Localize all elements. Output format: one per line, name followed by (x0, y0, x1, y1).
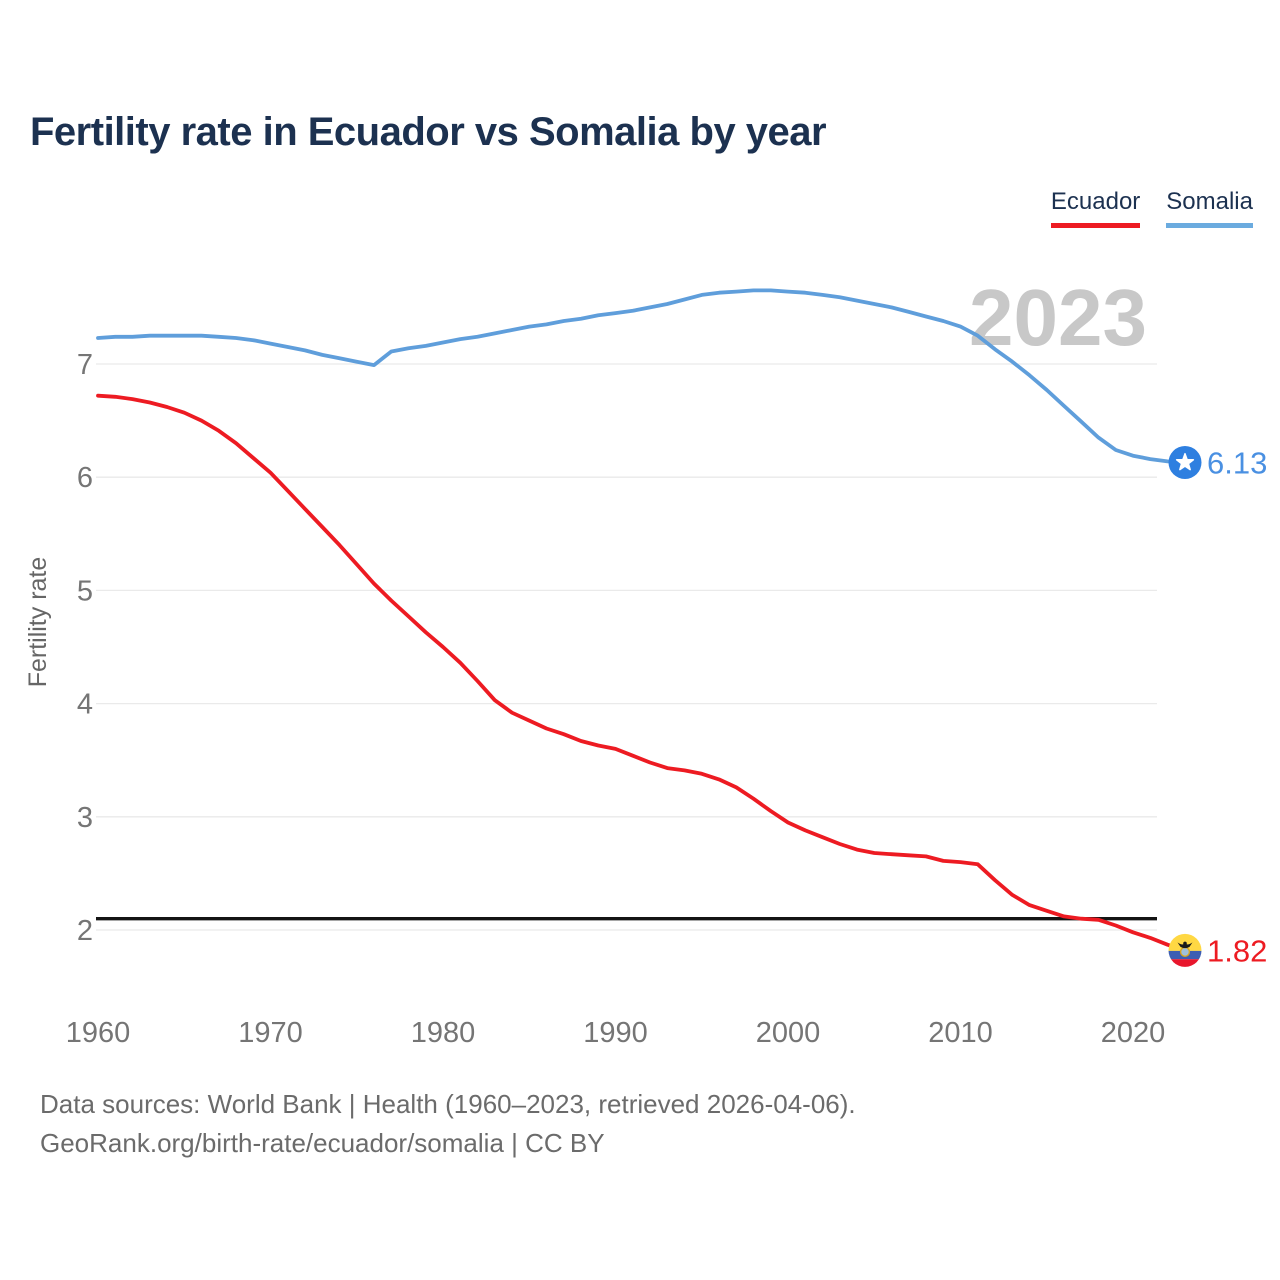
x-tick-label: 2000 (756, 1017, 821, 1049)
chart-footer: Data sources: World Bank | Health (1960–… (40, 1085, 856, 1163)
y-tick-label: 2 (77, 915, 93, 947)
y-tick-label: 5 (77, 575, 93, 607)
footer-attribution: GeoRank.org/birth-rate/ecuador/somalia |… (40, 1128, 605, 1158)
x-tick-label: 2010 (928, 1017, 993, 1049)
ecuador-flag-icon (1168, 933, 1202, 967)
somalia-flag-icon (1168, 446, 1202, 479)
y-tick-label: 6 (77, 462, 93, 494)
x-tick-label: 1970 (238, 1017, 303, 1049)
footer-data-sources: Data sources: World Bank | Health (1960–… (40, 1089, 856, 1119)
x-tick-label: 1990 (583, 1017, 648, 1049)
x-tick-label: 1980 (411, 1017, 476, 1049)
legend-item-ecuador[interactable]: Ecuador (1050, 188, 1141, 228)
end-value-label-somalia: 6.13 (1207, 446, 1267, 481)
y-tick-label: 4 (77, 689, 93, 721)
y-axis-title: Fertility rate (24, 557, 52, 688)
y-tick-label: 7 (77, 349, 93, 381)
x-tick-label: 1960 (66, 1017, 131, 1049)
chart-title: Fertility rate in Ecuador vs Somalia by … (30, 110, 827, 154)
x-tick-label: 2020 (1101, 1017, 1166, 1049)
legend-item-somalia[interactable]: Somalia (1166, 188, 1253, 228)
watermark-year: 2023 (969, 273, 1147, 362)
legend: Ecuador Somalia (1050, 188, 1253, 228)
y-tick-label: 3 (77, 802, 93, 834)
series-line-somalia[interactable] (96, 288, 1187, 465)
end-value-label-ecuador: 1.82 (1207, 933, 1267, 968)
series-line-ecuador[interactable] (96, 393, 1187, 953)
